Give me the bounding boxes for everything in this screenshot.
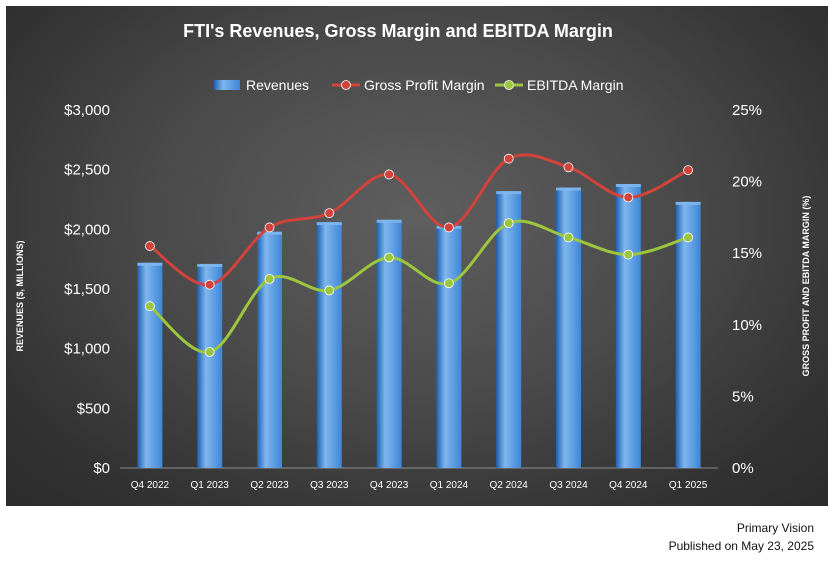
x-tick-label: Q4 2022 xyxy=(131,480,170,491)
bars xyxy=(137,183,701,469)
revenue-bar-cap xyxy=(496,191,522,195)
revenue-bar xyxy=(675,201,701,469)
y2-tick-label: 0% xyxy=(732,460,754,477)
gross-profit-margin-point xyxy=(443,222,454,233)
x-tick-label: Q3 2024 xyxy=(549,480,588,491)
revenue-bar xyxy=(615,183,641,468)
ebitda-margin-point xyxy=(204,347,215,357)
ebitda-margin-point xyxy=(683,232,693,243)
revenue-bar-cap xyxy=(257,231,282,235)
revenue-bar xyxy=(496,191,522,468)
legend-gross-profit-margin-marker xyxy=(341,80,351,90)
legend-ebitda-margin-label: EBITDA Margin xyxy=(527,77,623,93)
ebitda-margin-point xyxy=(144,301,155,312)
y-axis-label: REVENUES ($, MILLIONS) xyxy=(15,240,25,351)
footer-source: Primary Vision xyxy=(736,521,814,535)
y2-tick-label: 20% xyxy=(732,174,762,191)
y-tick-label: $1,500 xyxy=(64,281,110,298)
gross-profit-margin-point xyxy=(384,169,395,180)
y-tick-label: $500 xyxy=(77,400,110,417)
legend-gross-profit-margin-label: Gross Profit Margin xyxy=(364,77,485,93)
y-tick-label: $3,000 xyxy=(64,102,110,119)
x-tick-label: Q2 2024 xyxy=(490,480,529,491)
chart-svg: FTI's Revenues, Gross Margin and EBITDA … xyxy=(15,21,811,491)
ebitda-margin-point xyxy=(443,278,454,289)
y2-tick-label: 10% xyxy=(732,317,762,334)
revenue-bar xyxy=(257,231,282,468)
x-tick-label: Q4 2024 xyxy=(609,480,648,491)
x-ticks: Q4 2022 Q1 2023 Q2 2023 Q3 2023 Q4 2023 Q1 20… xyxy=(131,480,708,491)
y2-tick-label: 15% xyxy=(732,245,762,262)
x-tick-label: Q2 2023 xyxy=(250,480,289,491)
chart-panel: FTI's Revenues, Gross Margin and EBITDA … xyxy=(6,6,828,506)
legend-ebitda-margin-marker xyxy=(504,80,514,90)
revenue-bar-cap xyxy=(675,201,701,205)
y-tick-label: $2,000 xyxy=(64,221,110,238)
y2-tick-label: 25% xyxy=(732,102,762,119)
ebitda-margin-line xyxy=(148,219,690,354)
legend-revenues-swatch xyxy=(214,80,240,90)
revenue-bar xyxy=(316,222,342,468)
y2-tick-label: 5% xyxy=(732,388,754,405)
gross-profit-margin-point xyxy=(623,192,634,203)
x-tick-label: Q1 2025 xyxy=(669,480,708,491)
revenue-bar xyxy=(436,225,462,468)
x-tick-label: Q1 2023 xyxy=(191,480,230,491)
gross-profit-margin-point xyxy=(144,241,155,251)
footer-published-date: Published on May 23, 2025 xyxy=(668,539,814,553)
legend: Revenues Gross Profit Margin EBITDA Margin xyxy=(214,77,623,93)
x-tick-label: Q4 2023 xyxy=(370,480,409,491)
ebitda-margin-point xyxy=(563,232,574,243)
revenue-bar xyxy=(556,187,581,469)
ebitda-margin-point xyxy=(503,218,514,229)
revenue-bar-cap xyxy=(137,262,163,266)
ebitda-margin-point xyxy=(264,274,275,284)
gross-profit-margin-point xyxy=(683,165,693,176)
legend-revenues-label: Revenues xyxy=(246,77,309,93)
gross-profit-margin-point xyxy=(204,279,215,290)
x-tick-label: Q1 2024 xyxy=(430,480,469,491)
ebitda-margin-point xyxy=(623,249,634,260)
y2-ticks: 0% 5% 10% 15% 20% 25% xyxy=(732,102,762,477)
y2-axis-label: GROSS PROFIT AND EBITDA MARGIN (%) xyxy=(801,196,811,377)
revenue-bar xyxy=(137,262,163,468)
revenue-bar-cap xyxy=(556,187,581,191)
lines xyxy=(144,153,693,357)
revenue-bar-cap xyxy=(376,219,402,223)
revenue-bar-cap xyxy=(316,222,342,226)
revenue-bar-cap xyxy=(197,263,223,267)
gross-profit-margin-point xyxy=(563,162,574,173)
gross-profit-margin-point xyxy=(503,153,514,164)
x-tick-label: Q3 2023 xyxy=(310,480,349,491)
gross-profit-margin-line xyxy=(148,153,690,287)
chart-title: FTI's Revenues, Gross Margin and EBITDA … xyxy=(183,21,613,41)
ebitda-margin-point xyxy=(384,252,395,263)
ebitda-margin-point xyxy=(324,285,335,296)
y-tick-label: $1,000 xyxy=(64,341,110,358)
y-tick-label: $0 xyxy=(93,460,110,477)
gross-profit-margin-point xyxy=(264,222,275,233)
y-ticks: $0 $500 $1,000 $1,500 $2,000 $2,500 $3,000 xyxy=(64,102,110,477)
y-tick-label: $2,500 xyxy=(64,162,110,179)
revenue-bar-cap xyxy=(615,183,641,187)
revenue-bar xyxy=(197,263,223,468)
gross-profit-margin-point xyxy=(324,208,335,219)
